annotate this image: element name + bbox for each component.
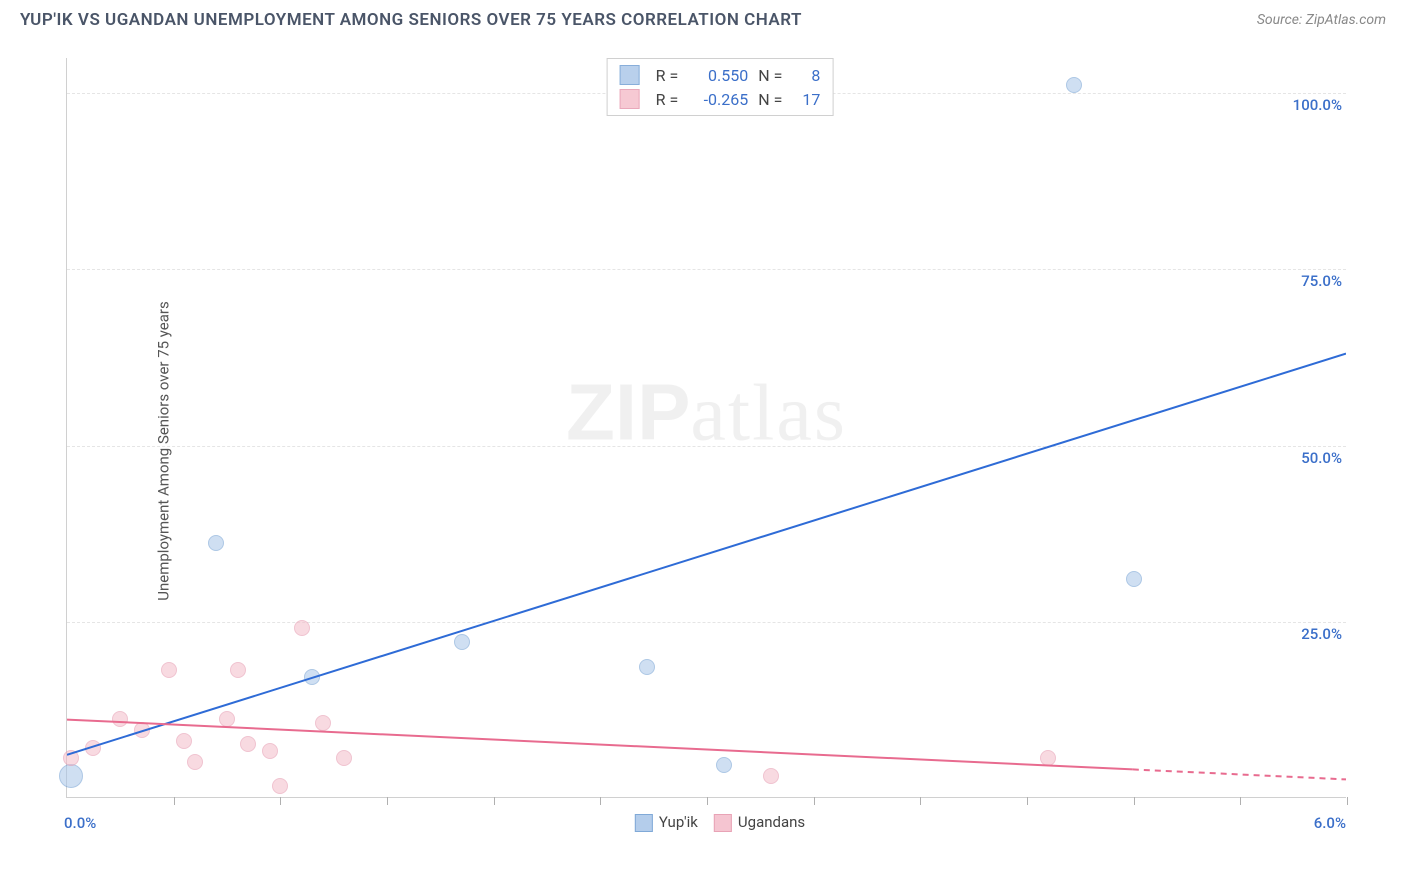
r-label: R = (656, 66, 679, 85)
r-label: R = (656, 90, 679, 109)
data-point (262, 743, 278, 759)
chart-header: YUP'IK VS UGANDAN UNEMPLOYMENT AMONG SEN… (0, 0, 1406, 38)
data-point (63, 750, 79, 766)
n-label: N = (758, 90, 782, 109)
x-tick (920, 797, 921, 805)
data-point (272, 778, 288, 794)
legend-label: Yup'ik (659, 813, 698, 831)
legend-item: Ugandans (714, 813, 805, 832)
x-tick (494, 797, 495, 805)
watermark-atlas: atlas (690, 369, 847, 457)
x-tick (280, 797, 281, 805)
x-tick (174, 797, 175, 805)
n-value: 8 (792, 66, 820, 85)
data-point (336, 750, 352, 766)
legend-stat-row: R = 0.550 N = 8 (620, 63, 821, 87)
watermark-zip: ZIP (566, 367, 690, 456)
data-point (112, 711, 128, 727)
r-value: 0.550 (688, 66, 748, 85)
legend-item: Yup'ik (635, 813, 698, 832)
data-point (240, 736, 256, 752)
r-value: -0.265 (688, 90, 748, 109)
trend-lines-layer (67, 58, 1346, 797)
y-tick-label: 25.0% (1301, 625, 1342, 643)
y-tick-label: 100.0% (1293, 96, 1342, 114)
x-tick (707, 797, 708, 805)
trend-line-dashed (1133, 769, 1346, 779)
plot-area: ZIPatlas 25.0% 50.0% 75.0% 100.0% (66, 58, 1346, 798)
x-tick (1347, 797, 1348, 805)
x-axis-max-label: 6.0% (1314, 814, 1346, 832)
y-tick-label: 75.0% (1301, 272, 1342, 290)
data-point (639, 659, 655, 675)
x-tick (600, 797, 601, 805)
gridline (67, 622, 1346, 623)
data-point (315, 715, 331, 731)
data-point (176, 733, 192, 749)
data-point (161, 662, 177, 678)
data-point (763, 768, 779, 784)
data-point (219, 711, 235, 727)
data-point (85, 740, 101, 756)
legend-stat-row: R = -0.265 N = 17 (620, 87, 821, 111)
data-point (716, 757, 732, 773)
data-point (454, 634, 470, 650)
legend-swatch (620, 89, 640, 109)
correlation-legend: R = 0.550 N = 8 R = -0.265 N = 17 (607, 58, 834, 116)
n-value: 17 (792, 90, 820, 109)
data-point (208, 535, 224, 551)
data-point (1066, 77, 1082, 93)
data-point (230, 662, 246, 678)
x-axis-min-label: 0.0% (64, 814, 96, 832)
series-legend: Yup'ik Ugandans (635, 813, 805, 832)
x-tick (1134, 797, 1135, 805)
x-tick (1027, 797, 1028, 805)
data-point (59, 764, 83, 788)
legend-swatch (714, 814, 732, 832)
y-tick-label: 50.0% (1301, 449, 1342, 467)
data-point (304, 669, 320, 685)
x-tick (1240, 797, 1241, 805)
gridline (67, 446, 1346, 447)
data-point (294, 620, 310, 636)
data-point (1126, 571, 1142, 587)
gridline (67, 269, 1346, 270)
n-label: N = (758, 66, 782, 85)
legend-label: Ugandans (738, 813, 805, 831)
trend-line (67, 354, 1346, 755)
x-tick (387, 797, 388, 805)
x-tick (814, 797, 815, 805)
legend-swatch (620, 65, 640, 85)
source-attribution: Source: ZipAtlas.com (1257, 12, 1386, 28)
data-point (134, 722, 150, 738)
data-point (187, 754, 203, 770)
chart-container: Unemployment Among Seniors over 75 years… (50, 46, 1390, 856)
chart-title: YUP'IK VS UGANDAN UNEMPLOYMENT AMONG SEN… (20, 10, 802, 30)
legend-swatch (635, 814, 653, 832)
data-point (1040, 750, 1056, 766)
